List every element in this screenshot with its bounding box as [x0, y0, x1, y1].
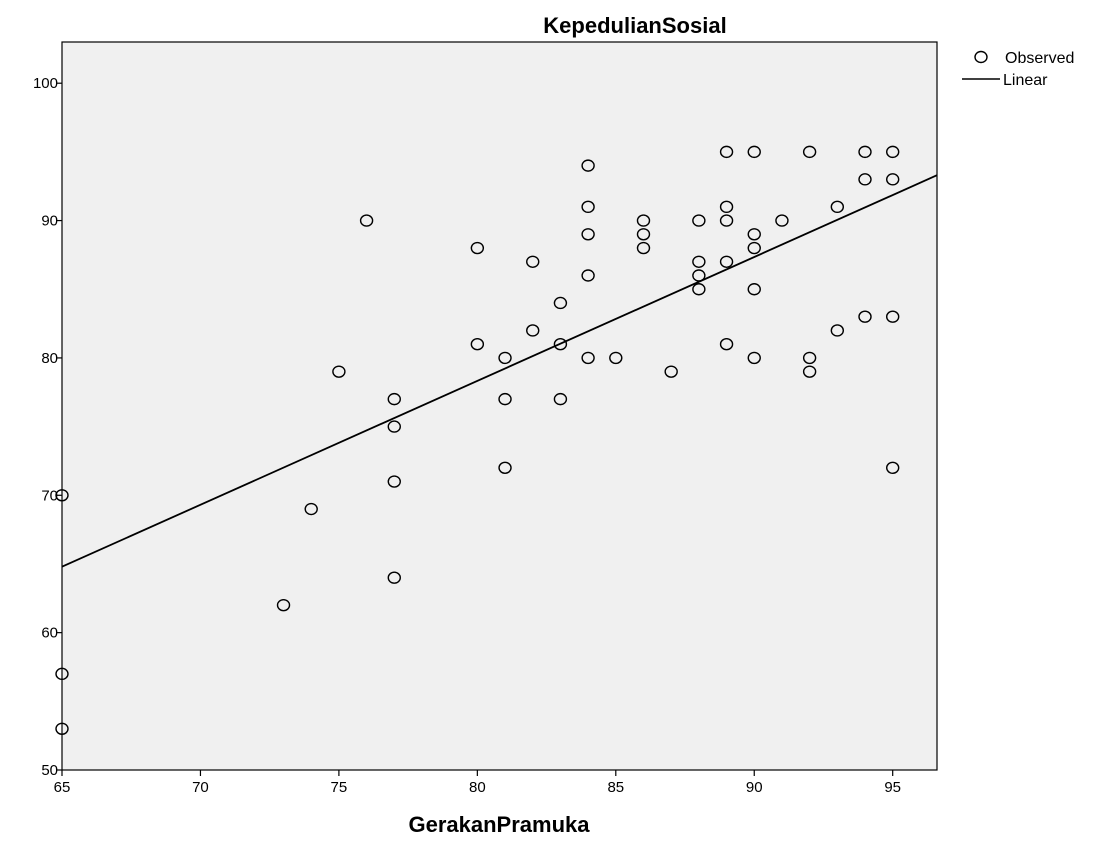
observed-point [858, 145, 872, 159]
observed-point [581, 351, 595, 365]
observed-point [636, 228, 651, 241]
observed-point [885, 173, 900, 186]
plot-area [61, 41, 938, 771]
observed-point [719, 255, 734, 268]
observed-point [802, 145, 817, 159]
observed-point [581, 269, 595, 282]
observed-point [885, 310, 900, 323]
observed-point [553, 392, 568, 406]
observed-point [830, 324, 845, 337]
x-tick-label: 80 [469, 779, 486, 796]
x-tick-label: 95 [884, 779, 901, 796]
observed-point [858, 173, 872, 186]
observed-point [55, 489, 69, 502]
observed-point [304, 502, 318, 516]
observed-point [526, 324, 540, 337]
observed-point [387, 420, 401, 433]
observed-point [581, 228, 595, 241]
observed-point [747, 145, 761, 159]
x-axis: 65 70 75 80 85 90 95 [54, 770, 901, 796]
observed-point [55, 722, 69, 735]
scatter-points [55, 145, 900, 735]
x-tick-label: 85 [607, 779, 624, 796]
observed-point [387, 571, 401, 584]
legend-observed-marker [974, 50, 988, 64]
y-tick-label: 50 [41, 762, 58, 779]
observed-point [664, 365, 678, 378]
x-tick-label: 90 [746, 779, 763, 796]
linear-fit-line [61, 174, 938, 568]
observed-point [692, 255, 706, 268]
observed-point [553, 296, 568, 310]
observed-point [581, 159, 595, 172]
observed-point [692, 214, 706, 227]
observed-point [526, 255, 540, 268]
observed-point [719, 200, 734, 214]
observed-point [470, 337, 485, 351]
x-tick-label: 70 [192, 779, 209, 796]
observed-point [276, 598, 291, 612]
observed-point [802, 365, 817, 378]
observed-point [609, 351, 623, 365]
y-tick-label: 80 [41, 350, 58, 367]
x-tick-label: 65 [54, 779, 71, 796]
observed-point [636, 214, 651, 227]
observed-point [858, 310, 872, 323]
y-tick-label: 90 [41, 213, 58, 230]
observed-point [747, 241, 761, 255]
chart-title: KepedulianSosial [543, 13, 726, 38]
legend-linear-label: Linear [1003, 72, 1048, 89]
observed-point [387, 475, 401, 488]
x-axis-title: GerakanPramuka [409, 812, 591, 837]
observed-point [581, 200, 595, 214]
observed-point [498, 461, 512, 475]
observed-point [359, 214, 374, 227]
observed-point [830, 200, 845, 214]
y-axis: 50 60 70 80 90 100 [33, 75, 62, 779]
observed-point [885, 145, 900, 159]
observed-point [498, 392, 512, 406]
observed-point [747, 283, 761, 296]
fit-line-group [61, 174, 938, 568]
legend-observed-label: Observed [1005, 50, 1074, 67]
observed-point [332, 365, 346, 378]
observed-point [55, 667, 69, 681]
observed-point [775, 214, 789, 227]
observed-point [692, 269, 706, 282]
observed-point [747, 351, 761, 365]
observed-point [719, 214, 734, 227]
y-tick-label: 60 [41, 625, 58, 642]
observed-point [885, 461, 900, 475]
observed-point [553, 337, 568, 351]
y-tick-label: 100 [33, 75, 58, 92]
observed-point [470, 241, 485, 255]
observed-point [802, 351, 817, 365]
observed-point [692, 283, 706, 296]
observed-point [719, 337, 734, 351]
observed-point [747, 228, 761, 241]
legend: Observed Linear [962, 50, 1074, 89]
x-tick-label: 75 [331, 779, 348, 796]
y-tick-label: 70 [41, 487, 58, 504]
observed-point [636, 241, 651, 255]
observed-point [498, 351, 512, 365]
observed-point [387, 392, 401, 406]
observed-point [719, 145, 734, 159]
